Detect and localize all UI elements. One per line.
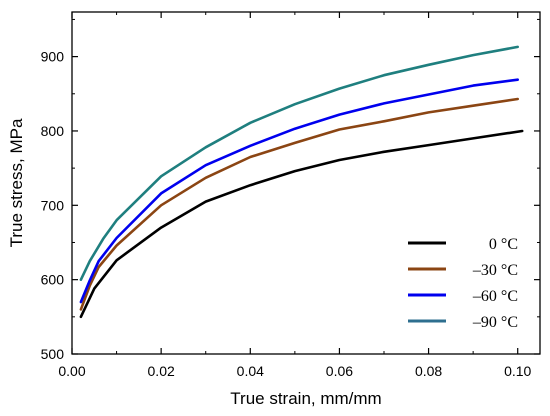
x-tick-label: 0.00	[58, 363, 85, 379]
y-axis-title: True stress, MPa	[7, 118, 26, 247]
series-line-0	[79, 129, 524, 319]
plot-frame	[71, 11, 541, 355]
series-lines	[79, 45, 524, 319]
axis-tick-labels: 0.00 0.02 0.04 0.06 0.08 0.10 500 600 700 800 900	[41, 49, 532, 379]
y-tick-label: 700	[41, 197, 65, 213]
x-tick-label: 0.06	[326, 363, 353, 379]
legend-label-3: –90 °C	[472, 314, 518, 331]
y-tick-label: 800	[41, 123, 65, 139]
legend-label-0: 0 °C	[489, 236, 518, 253]
legend-label-1: –30 °C	[472, 262, 518, 279]
y-tick-label: 500	[41, 346, 65, 362]
x-tick-label: 0.02	[148, 363, 175, 379]
series-line-3	[79, 45, 520, 282]
series-line-1	[79, 97, 520, 311]
y-tick-label: 900	[41, 49, 65, 65]
series-line-2	[79, 78, 520, 304]
x-tick-label: 0.10	[504, 363, 531, 379]
x-tick-label: 0.04	[237, 363, 264, 379]
legend: 0 °C –30 °C –60 °C –90 °C	[408, 236, 518, 331]
x-tick-label: 0.08	[415, 363, 442, 379]
y-tick-label: 600	[41, 272, 65, 288]
legend-label-2: –60 °C	[472, 288, 518, 305]
x-axis-title: True strain, mm/mm	[230, 389, 381, 408]
